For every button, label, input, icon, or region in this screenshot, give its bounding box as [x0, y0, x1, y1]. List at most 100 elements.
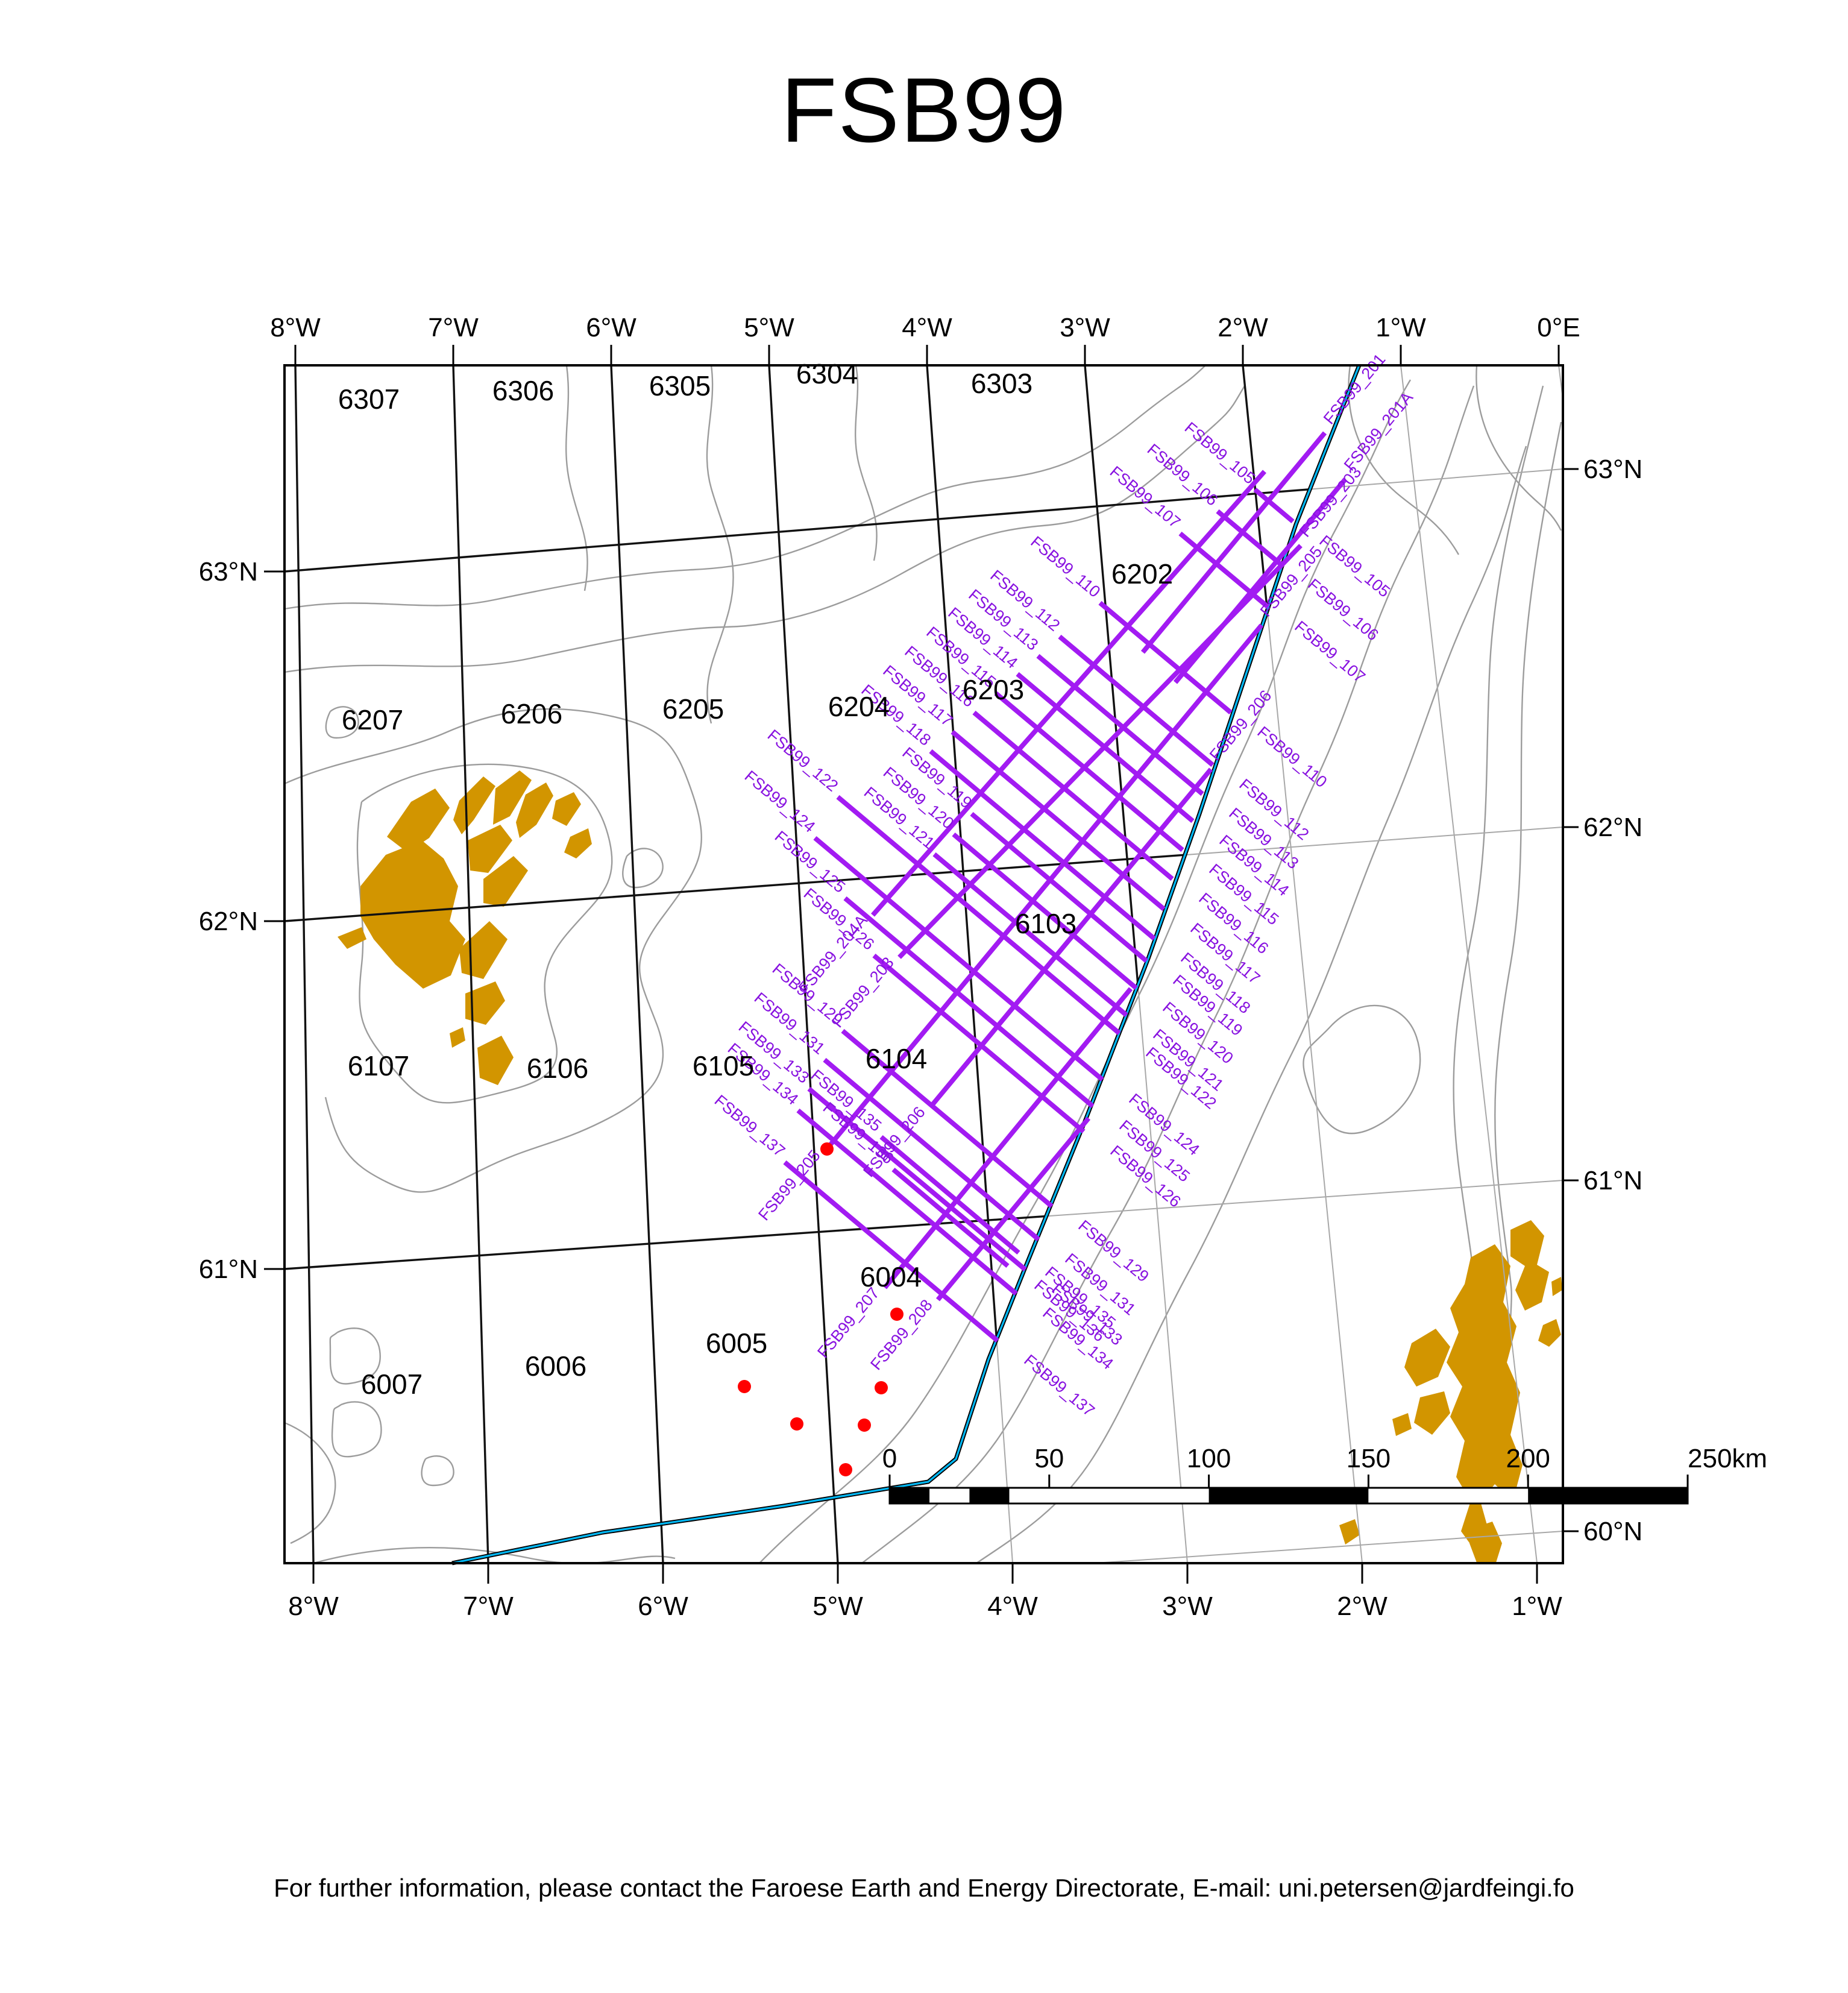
well-marker: [890, 1308, 904, 1321]
seismic-line-FSB99_121: [932, 852, 1128, 1018]
graticule-line: [1400, 365, 1538, 1564]
graticule-line: [1095, 1531, 1564, 1564]
axis-label-top: 7°W: [428, 313, 479, 342]
quadrant-label-6207: 6207: [342, 704, 403, 735]
bathymetry-contour: [622, 848, 664, 889]
axis-label-left: 61°N: [199, 1255, 258, 1284]
seismic-line-label: FSB99_110: [1027, 533, 1104, 601]
shetland-islands-landmass: [1510, 1220, 1549, 1311]
quadrant-label-6307: 6307: [338, 383, 400, 415]
scale-bar-label: 50: [1034, 1444, 1064, 1473]
axis-label-left: 63°N: [199, 557, 258, 587]
bathymetry-contour: [861, 385, 1475, 1563]
well-marker: [820, 1142, 834, 1156]
faroe-islands-landmass: [360, 840, 465, 989]
seismic-line-label: FSB99_124: [741, 767, 819, 836]
well-marker: [839, 1463, 852, 1476]
shetland-islands-landmass: [1538, 1319, 1561, 1347]
bathymetry-contour: [284, 385, 1246, 673]
well-marker: [738, 1380, 751, 1393]
axis-label-top: 1°W: [1375, 313, 1426, 342]
faroe-islands-landmass: [465, 981, 505, 1025]
seismic-line-FSB99_203: [897, 544, 1303, 959]
quadrant-label-6204: 6204: [828, 691, 890, 722]
quadrant-boundary-line: [452, 365, 489, 1563]
quadrant-boundary-line: [610, 365, 664, 1563]
shetland-islands-landmass: [1469, 1522, 1502, 1563]
bathymetry-contour: [284, 708, 702, 1193]
bathymetry-contour: [1476, 365, 1562, 531]
quadrant-label-6004: 6004: [860, 1261, 922, 1292]
axis-label-top: 8°W: [270, 313, 321, 342]
axis-label-right: 63°N: [1583, 455, 1642, 484]
bathymetry-contours: [284, 365, 1562, 1563]
seismic-line-FSB99_204A: [871, 470, 1266, 917]
bathymetry-contour: [1348, 365, 1460, 555]
faroe-islands-landmass: [450, 1027, 465, 1048]
faroe-islands-landmass: [387, 789, 450, 852]
seismic-line-FSB99_117: [951, 729, 1166, 911]
median-boundary-line: [451, 364, 1362, 1566]
axis-label-bottom: 6°W: [638, 1592, 688, 1621]
seismic-line-FSB99_208: [935, 1116, 1091, 1302]
quadrant-label-6202: 6202: [1111, 558, 1173, 590]
scale-bar-segment: [1368, 1488, 1529, 1503]
bathymetry-contour: [854, 365, 878, 561]
seismic-line-FSB99_105: [1253, 487, 1295, 524]
quadrant-label-6205: 6205: [662, 693, 724, 725]
axis-label-top: 2°W: [1218, 313, 1268, 342]
map-frame: [283, 364, 1564, 1564]
seismic-line-FSB99_131: [823, 1057, 1040, 1242]
scale-bar-segment: [1528, 1488, 1688, 1503]
quadrant-label-6206: 6206: [501, 698, 562, 729]
quadrant-label-6106: 6106: [527, 1053, 588, 1084]
seismic-line-FSB99_137: [783, 1160, 999, 1343]
axis-label-top: 4°W: [902, 313, 952, 342]
seismic-line-FSB99_124: [813, 836, 1104, 1082]
quadrant-label-6005: 6005: [706, 1327, 767, 1359]
shetland-islands-landmass: [1339, 1519, 1360, 1544]
scale-bar-segment: [1208, 1488, 1369, 1503]
scale-bar-outline: [888, 1487, 1689, 1505]
axis-label-top: 3°W: [1060, 313, 1110, 342]
bathymetry-contour: [976, 446, 1527, 1563]
quadrant-label-6103: 6103: [1015, 908, 1076, 939]
well-marker: [875, 1381, 888, 1394]
scale-bar-label: 200: [1506, 1444, 1550, 1473]
seismic-line-FSB99_113: [1036, 653, 1204, 796]
seismic-line-label: FSB99_137: [711, 1091, 789, 1160]
bathymetry-contour: [356, 763, 613, 1104]
quadrant-label-6304: 6304: [796, 358, 858, 389]
seismic-line-FSB99_136: [891, 1167, 1010, 1268]
scale-bar-segment: [890, 1488, 930, 1503]
quadrant-label-6104: 6104: [866, 1043, 927, 1074]
seismic-line-FSB99_126: [872, 953, 1086, 1134]
bathymetry-contour: [329, 1327, 381, 1385]
seismic-line-label: FSB99_203: [828, 954, 897, 1031]
bathymetry-contour: [284, 365, 1206, 610]
quadrant-label-6203: 6203: [963, 674, 1024, 705]
scale-bar-segment: [1009, 1488, 1049, 1503]
bathymetry-contour: [1303, 1004, 1421, 1135]
axis-label-left: 62°N: [199, 907, 258, 936]
faroe-islands-landmass: [483, 856, 528, 907]
seismic-line-label: FSB99_122: [764, 726, 842, 795]
axis-label-bottom: 1°W: [1512, 1592, 1562, 1621]
quadrant-boundary-line: [768, 365, 839, 1563]
axis-label-bottom: 5°W: [812, 1592, 863, 1621]
quadrant-label-6107: 6107: [348, 1050, 409, 1082]
seismic-line-FSB99_120: [952, 832, 1138, 990]
bathymetry-contour: [706, 365, 734, 724]
seismic-lines: [783, 431, 1348, 1343]
seismic-line-FSB99_118: [929, 749, 1156, 941]
faroe-islands-landmass: [564, 828, 592, 858]
map-title: FSB99: [781, 59, 1067, 162]
seismic-line-FSB99_122: [836, 795, 1121, 1036]
quadrant-boundary-line: [294, 365, 315, 1563]
axis-label-bottom: 4°W: [987, 1592, 1038, 1621]
faroe-islands-landmass: [516, 782, 553, 838]
quadrant-label-6303: 6303: [971, 368, 1032, 399]
footer-contact-text: For further information, please contact …: [274, 1874, 1574, 1902]
faroe-islands-landmass: [493, 770, 532, 825]
